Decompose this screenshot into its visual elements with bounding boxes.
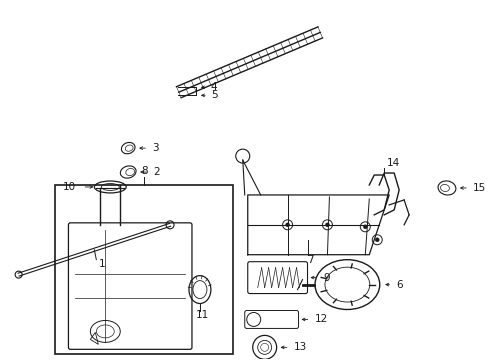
- Text: 6: 6: [395, 280, 402, 289]
- Text: 4: 4: [210, 82, 217, 93]
- Bar: [55, 185, 232, 354]
- Text: 9: 9: [323, 273, 329, 283]
- Text: 7: 7: [306, 255, 313, 265]
- Circle shape: [325, 223, 329, 227]
- Text: 1: 1: [99, 259, 105, 269]
- Text: 3: 3: [152, 143, 159, 153]
- Text: 8: 8: [141, 166, 147, 176]
- Circle shape: [285, 223, 289, 227]
- Text: 5: 5: [210, 90, 217, 100]
- Text: 2: 2: [153, 167, 160, 177]
- Text: 13: 13: [293, 342, 306, 352]
- Text: 11: 11: [196, 310, 209, 320]
- Text: 10: 10: [62, 182, 76, 192]
- Circle shape: [363, 225, 366, 229]
- Text: 15: 15: [472, 183, 485, 193]
- Text: 14: 14: [386, 158, 400, 168]
- Circle shape: [374, 238, 379, 242]
- Text: 12: 12: [314, 314, 327, 324]
